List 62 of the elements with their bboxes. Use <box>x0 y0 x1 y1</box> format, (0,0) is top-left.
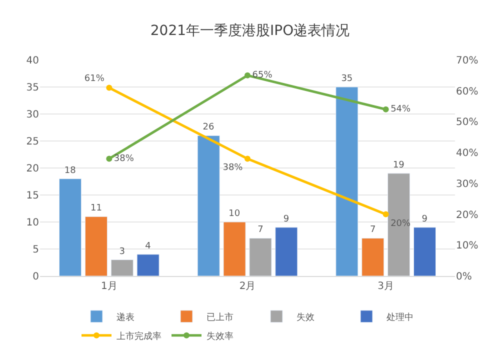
y2-tick-label: 50% <box>456 117 478 128</box>
y2-tick-label: 10% <box>456 240 478 252</box>
data-label: 7 <box>370 225 376 236</box>
y-tick-label: 20 <box>26 164 39 174</box>
point <box>106 156 112 162</box>
data-label: 18 <box>64 166 76 176</box>
bar <box>84 216 108 276</box>
y-tick-label: 0 <box>32 272 39 282</box>
data-label: 3 <box>119 246 125 257</box>
y-tick-label: 35 <box>26 82 39 94</box>
y2-tick-label: 20% <box>456 210 478 221</box>
y-tick-label: 25 <box>26 136 39 148</box>
bar <box>275 227 298 276</box>
y-tick-label: 5 <box>32 244 39 256</box>
y2-tick-label: 0% <box>456 272 472 282</box>
chart-title: 2021年一季度港股IPO递表情况 <box>150 23 350 40</box>
bar <box>388 173 410 276</box>
data-label: 9 <box>283 214 290 224</box>
legend-label: 已上市 <box>206 312 234 323</box>
legend-label: 递表 <box>116 312 134 323</box>
y-tick-label: 15 <box>26 190 39 202</box>
data-label: 26 <box>202 122 214 133</box>
data-label: 35 <box>341 74 353 84</box>
x-tick-label: 1月 <box>100 281 118 292</box>
bar <box>110 260 134 276</box>
bar <box>362 238 384 276</box>
y2-tick-label: 60% <box>456 86 478 98</box>
legend-label: 失效 <box>296 312 314 323</box>
legend-label: 上市完成率 <box>116 330 162 342</box>
y-tick-label: 10 <box>26 218 39 228</box>
data-label: 65% <box>252 70 273 81</box>
y-tick-label: 30 <box>26 110 39 120</box>
point <box>244 156 250 162</box>
y2-tick-label: 40% <box>456 148 478 160</box>
data-label: 61% <box>84 74 105 84</box>
bar <box>336 86 358 276</box>
data-label: 11 <box>90 204 102 214</box>
legend-label: 失效率 <box>206 330 234 342</box>
data-label: 7 <box>258 225 264 236</box>
bar <box>249 238 272 276</box>
data-label: 10 <box>228 209 240 219</box>
data-label: 4 <box>145 241 152 252</box>
bar <box>58 178 82 276</box>
point <box>244 72 250 78</box>
legend-label: 处理中 <box>386 312 414 323</box>
data-label: 38% <box>222 163 244 174</box>
point <box>382 211 389 218</box>
point <box>382 106 389 112</box>
y2-tick-label: 70% <box>456 56 478 66</box>
data-label: 54% <box>390 104 412 115</box>
x-tick-label: 2月 <box>239 281 256 292</box>
point <box>106 84 112 91</box>
data-label: 38% <box>114 154 134 164</box>
data-label: 19 <box>392 160 405 170</box>
y-tick-label: 40 <box>26 56 39 66</box>
y2-tick-label: 30% <box>456 178 478 190</box>
x-tick-label: 3月 <box>378 281 394 292</box>
data-label: 9 <box>422 214 428 224</box>
bar <box>413 227 436 276</box>
bar <box>136 254 160 276</box>
bar <box>197 135 220 276</box>
bar <box>223 222 246 276</box>
